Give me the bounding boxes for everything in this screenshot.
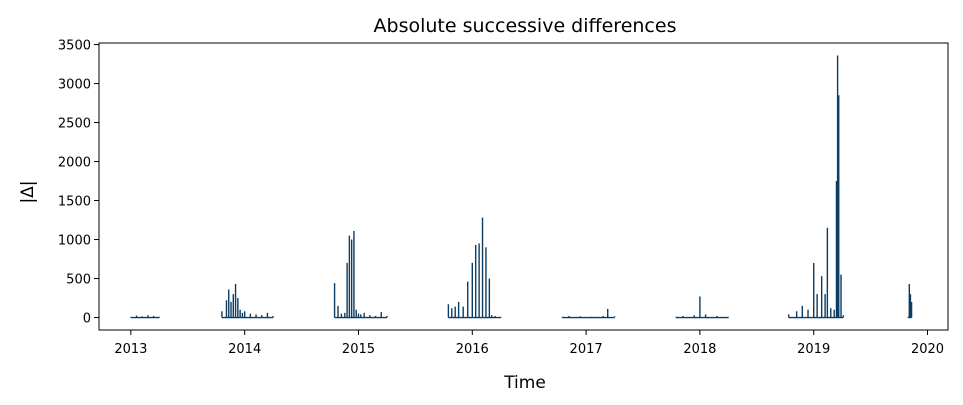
y-tick-label: 2500 [58, 117, 91, 132]
y-tick-label: 3500 [58, 39, 91, 54]
y-tick-label: 1500 [58, 195, 91, 210]
x-tick-label: 2015 [342, 342, 375, 357]
chart-title: Absolute successive differences [374, 15, 677, 37]
x-tick-label: 2014 [228, 342, 261, 357]
x-tick-label: 2019 [797, 342, 830, 357]
y-tick-label: 3000 [58, 78, 91, 93]
y-tick-label: 0 [83, 312, 91, 327]
plot-area-frame [98, 42, 949, 331]
y-axis-label: |Δ| [18, 180, 38, 203]
x-tick-label: 2017 [570, 342, 603, 357]
series-0 [130, 55, 913, 318]
y-tick-label: 500 [66, 273, 91, 288]
x-tick-label: 2020 [911, 342, 944, 357]
y-tick-label: 2000 [58, 156, 91, 171]
x-axis-label: Time [503, 373, 546, 393]
x-tick-label: 2013 [114, 342, 147, 357]
x-tick-label: 2016 [456, 342, 489, 357]
x-tick-label: 2018 [683, 342, 716, 357]
y-tick-label: 1000 [58, 234, 91, 249]
